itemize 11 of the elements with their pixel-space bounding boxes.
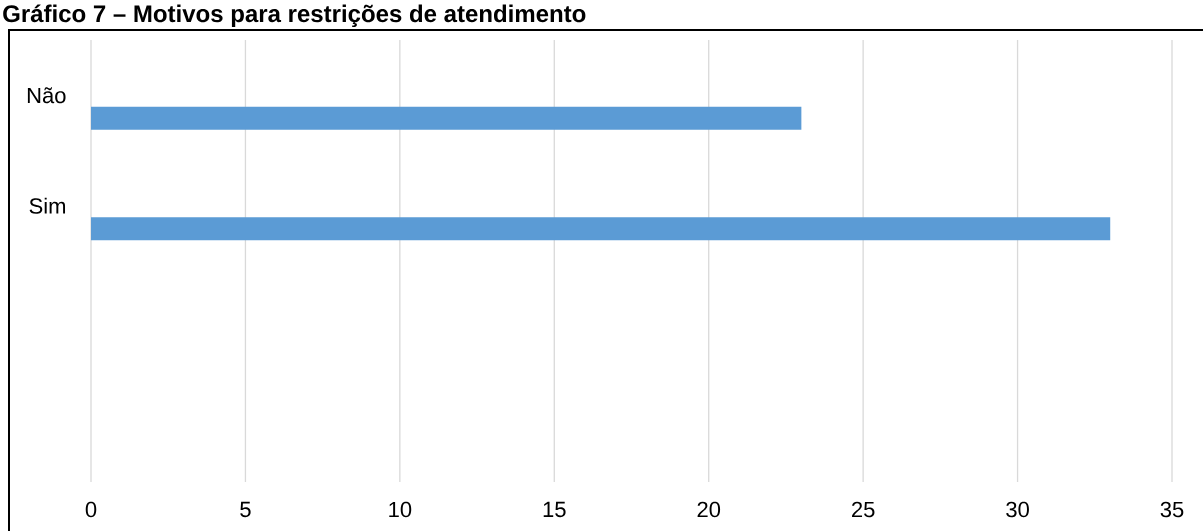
x-tick-label: 35 <box>1160 501 1184 518</box>
chart-title: Gráfico 7 – Motivos para restrições de atendimento <box>3 4 586 27</box>
x-tick-label: 5 <box>240 501 251 518</box>
x-tick-label: 30 <box>1006 501 1029 518</box>
y-tick-label: Não <box>27 87 66 104</box>
x-tick-label: 0 <box>85 501 97 518</box>
x-tick-label: 20 <box>697 501 721 518</box>
x-tick-label: 25 <box>852 501 875 518</box>
x-tick-label: 10 <box>389 501 412 518</box>
y-tick-label: Sim <box>29 197 66 214</box>
x-tick-label: 15 <box>543 501 566 518</box>
